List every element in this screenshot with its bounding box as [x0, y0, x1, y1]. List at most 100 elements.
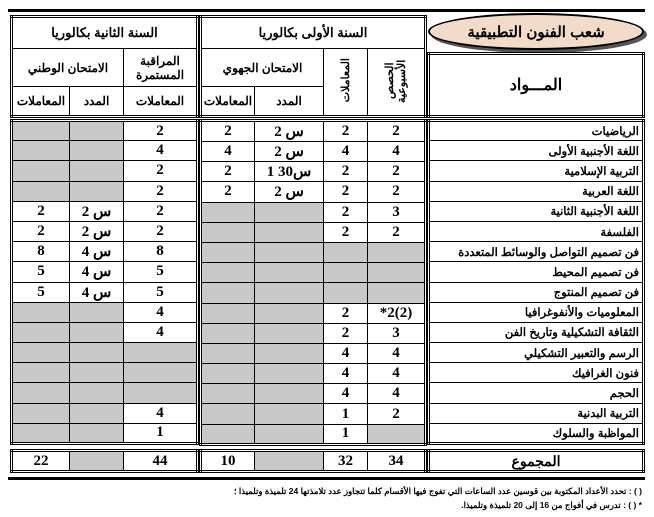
- regional-duration-cell: [254, 201, 324, 223]
- subject-cell: الرسم والتعبير التشكيلي: [428, 342, 644, 364]
- coef-cell: [323, 241, 368, 264]
- national-duration-header: المدد: [69, 86, 124, 117]
- continuous-coef-cell: [123, 382, 198, 404]
- footnote-1: ( ) : تحدد الأعداد المكتوبة بين قوسين عد…: [233, 486, 642, 496]
- national-duration-cell: [69, 382, 124, 404]
- table-row: اللغة العربية: [428, 180, 644, 202]
- total-regional-coef: 10: [200, 450, 255, 472]
- weekly-hours-cell: 4: [367, 140, 426, 163]
- year1-title: السنة الأولى بكالوريا: [200, 16, 426, 49]
- table-row: 2: [11, 180, 198, 202]
- regional-exam-header: الامتحان الجهوي: [200, 48, 324, 87]
- coef-cell: 2: [323, 161, 368, 183]
- national-duration-cell: [69, 402, 124, 424]
- national-duration-cell: [69, 342, 124, 364]
- table-row: الفلسفة: [428, 220, 644, 243]
- national-coef-cell: [11, 342, 70, 364]
- subject-cell: الرياضيات: [428, 119, 644, 142]
- national-coef-cell: 8: [11, 241, 70, 263]
- weekly-hours-cell: *2(2): [367, 302, 426, 324]
- subject-cell: فن تصميم المنتوج: [428, 281, 644, 303]
- national-duration-cell: [69, 321, 124, 344]
- table-row: [200, 241, 426, 264]
- coef-cell: 4: [323, 342, 368, 365]
- national-duration-cell: [69, 362, 124, 384]
- table-row: 4: [11, 402, 198, 424]
- regional-duration-cell: 2 س: [254, 181, 324, 203]
- branch-title: شعب الفنون التطبيقية: [428, 13, 644, 50]
- table-row: اللغة الأجنبية الثانية: [428, 200, 644, 222]
- regional-coef-cell: [200, 201, 255, 223]
- table-row: [11, 382, 198, 404]
- national-duration-cell: [69, 160, 124, 182]
- subject-cell: التربية البدنية: [428, 402, 644, 424]
- national-coef-cell: [11, 140, 70, 162]
- regional-coef-cell: [200, 342, 255, 365]
- regional-duration-cell: [254, 221, 324, 243]
- table-row: المعلوميات والأنفوغرافيا: [428, 301, 644, 323]
- regional-coef-cell: [200, 423, 255, 445]
- table-row: 2 *2(2): [200, 302, 426, 324]
- subjects-body: الرياضيات اللغة الأجنبية الأولى التربية ال…: [427, 119, 645, 445]
- coef-header: المعاملات: [339, 58, 352, 103]
- regional-coef-cell: 4: [200, 140, 255, 163]
- table-row: 4: [11, 321, 198, 344]
- coef-cell: [323, 282, 368, 304]
- year2-title: السنة الثانية بكالوريا: [11, 16, 198, 49]
- regional-coef-cell: [200, 302, 255, 324]
- table-row: [200, 282, 426, 304]
- regional-duration-cell: [254, 423, 324, 445]
- weekly-hours-cell: 2: [367, 181, 426, 203]
- regional-duration-cell: [254, 262, 324, 284]
- regional-coef-cell: [200, 383, 255, 405]
- table-row: اللغة الأجنبية الأولى: [428, 140, 644, 162]
- table-row: فن تصميم التواصل والوسائط المتعددة: [428, 241, 644, 263]
- regional-coef-cell: 2: [200, 181, 255, 203]
- regional-coef-header: المعاملات: [200, 86, 255, 117]
- continuous-coef-cell: 8: [123, 241, 198, 263]
- weekly-hours-header: الحصص الأسبوعية: [384, 58, 408, 103]
- table-row: فن تصميم المحيط: [428, 261, 644, 283]
- continuous-coef-cell: 5: [123, 261, 198, 283]
- table-row: الرسم والتعبير التشكيلي: [428, 342, 644, 364]
- subject-cell: فن تصميم التواصل والوسائط المتعددة: [428, 241, 644, 263]
- national-duration-cell: 4 س: [69, 281, 124, 303]
- regional-duration-cell: [254, 241, 324, 264]
- weekly-hours-cell: 2: [367, 120, 426, 142]
- continuous-coef-cell: 4: [123, 140, 198, 162]
- subject-cell: اللغة الأجنبية الثانية: [428, 200, 644, 222]
- national-duration-cell: [69, 180, 124, 202]
- weekly-hours-cell: [367, 241, 426, 264]
- regional-duration-cell: 2 س: [254, 120, 324, 142]
- continuous-coef-cell: 2: [123, 200, 198, 222]
- subject-cell: الثقافة التشكيلية وتاريخ الفن: [428, 321, 644, 344]
- national-coef-cell: [11, 362, 70, 384]
- coef-cell: 2: [323, 322, 368, 344]
- table-row: 4: [11, 140, 198, 162]
- national-exam-header: الامتحان الوطني: [11, 48, 124, 87]
- national-duration-cell: [69, 140, 124, 162]
- table-row: 1: [200, 423, 426, 445]
- weekly-hours-cell: [367, 282, 426, 304]
- year2-header: السنة الثانية بكالوريا الامتحان الوطني ال…: [10, 15, 199, 118]
- subject-cell: المواظبة والسلوك: [428, 422, 644, 445]
- subject-cell: فن تصميم المحيط: [428, 261, 644, 283]
- table-row: الثقافة التشكيلية وتاريخ الفن: [428, 321, 644, 344]
- regional-duration-cell: [254, 302, 324, 324]
- continuous-coef-cell: [123, 342, 198, 364]
- table-row: [11, 342, 198, 364]
- regional-coef-cell: 2: [200, 161, 255, 183]
- table-row: التربية الإسلامية: [428, 160, 644, 182]
- national-coef-cell: 5: [11, 261, 70, 283]
